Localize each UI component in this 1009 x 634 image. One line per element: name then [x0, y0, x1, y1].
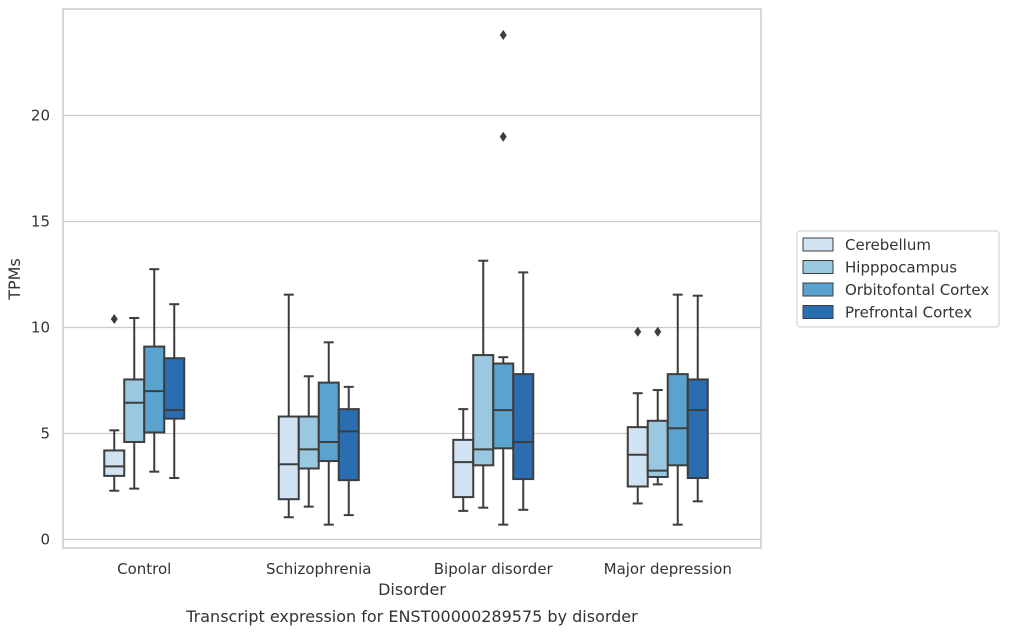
legend-frame: [796, 230, 1000, 328]
y-axis-label: TPMs: [5, 258, 24, 301]
box-iqr: [317, 381, 340, 463]
box-iqr: [452, 438, 475, 499]
outlier-point: [110, 314, 118, 325]
box-iqr: [163, 357, 186, 420]
legend-label: Cerebellum: [845, 236, 931, 254]
box-iqr: [103, 449, 126, 477]
box: [472, 259, 495, 509]
box: [452, 408, 475, 512]
box: [492, 29, 515, 526]
category-group: [626, 293, 709, 526]
y-tick-label: 20: [31, 107, 50, 125]
box: [626, 326, 649, 505]
y-tick-label: 10: [31, 319, 50, 337]
box-iqr: [646, 419, 669, 478]
x-tick-label: Major depression: [604, 560, 732, 578]
legend-swatch: [802, 282, 834, 297]
box-iqr: [512, 373, 535, 481]
box-iqr: [277, 415, 300, 501]
box-iqr: [337, 408, 360, 482]
box-iqr: [123, 378, 146, 443]
grid-lines: [63, 114, 761, 541]
box: [512, 271, 535, 511]
box-iqr: [143, 345, 166, 434]
box: [103, 314, 126, 492]
box: [337, 385, 360, 517]
legend-label: Prefrontal Cortex: [845, 304, 972, 322]
y-tick-label: 5: [40, 425, 50, 443]
x-tick-label: Control: [117, 560, 171, 578]
legend-swatch: [802, 260, 834, 274]
y-tick-label: 0: [40, 531, 50, 549]
box-groups: [103, 29, 709, 526]
box-iqr: [297, 415, 320, 470]
box: [143, 268, 166, 473]
box: [646, 326, 669, 486]
x-axis-label: Disorder: [378, 580, 446, 599]
box-iqr: [686, 378, 709, 480]
box-iqr: [666, 373, 689, 467]
outlier-point: [499, 29, 507, 40]
box: [297, 375, 320, 508]
outlier-point: [654, 326, 662, 337]
legend-label: Orbitofontal Cortex: [845, 281, 989, 299]
y-tick-label: 15: [31, 213, 50, 231]
category-group: [452, 29, 535, 526]
y-tick-labels: 0 5 10 15 20: [31, 107, 50, 549]
outlier-point: [634, 326, 642, 337]
category-group: [103, 268, 186, 492]
legend-swatch: [802, 305, 834, 319]
box: [686, 294, 709, 503]
x-tick-label: Schizophrenia: [266, 560, 371, 578]
box: [163, 303, 186, 480]
box-iqr: [492, 362, 515, 450]
legend: Cerebellum Hipppocampus Orbitofontal Corte…: [796, 230, 1000, 328]
legend-label: Hipppocampus: [845, 259, 957, 277]
legend-swatch: [802, 237, 834, 252]
outlier-point: [499, 131, 507, 142]
plot-frame: [62, 8, 762, 549]
x-tick-labels: Control Schizophrenia Bipolar disorder Majo…: [117, 560, 732, 578]
category-group: [277, 293, 360, 526]
box: [123, 316, 146, 490]
chart-caption: Transcript expression for ENST0000028957…: [185, 607, 638, 626]
x-tick-label: Bipolar disorder: [434, 560, 554, 578]
box-iqr: [626, 426, 649, 488]
